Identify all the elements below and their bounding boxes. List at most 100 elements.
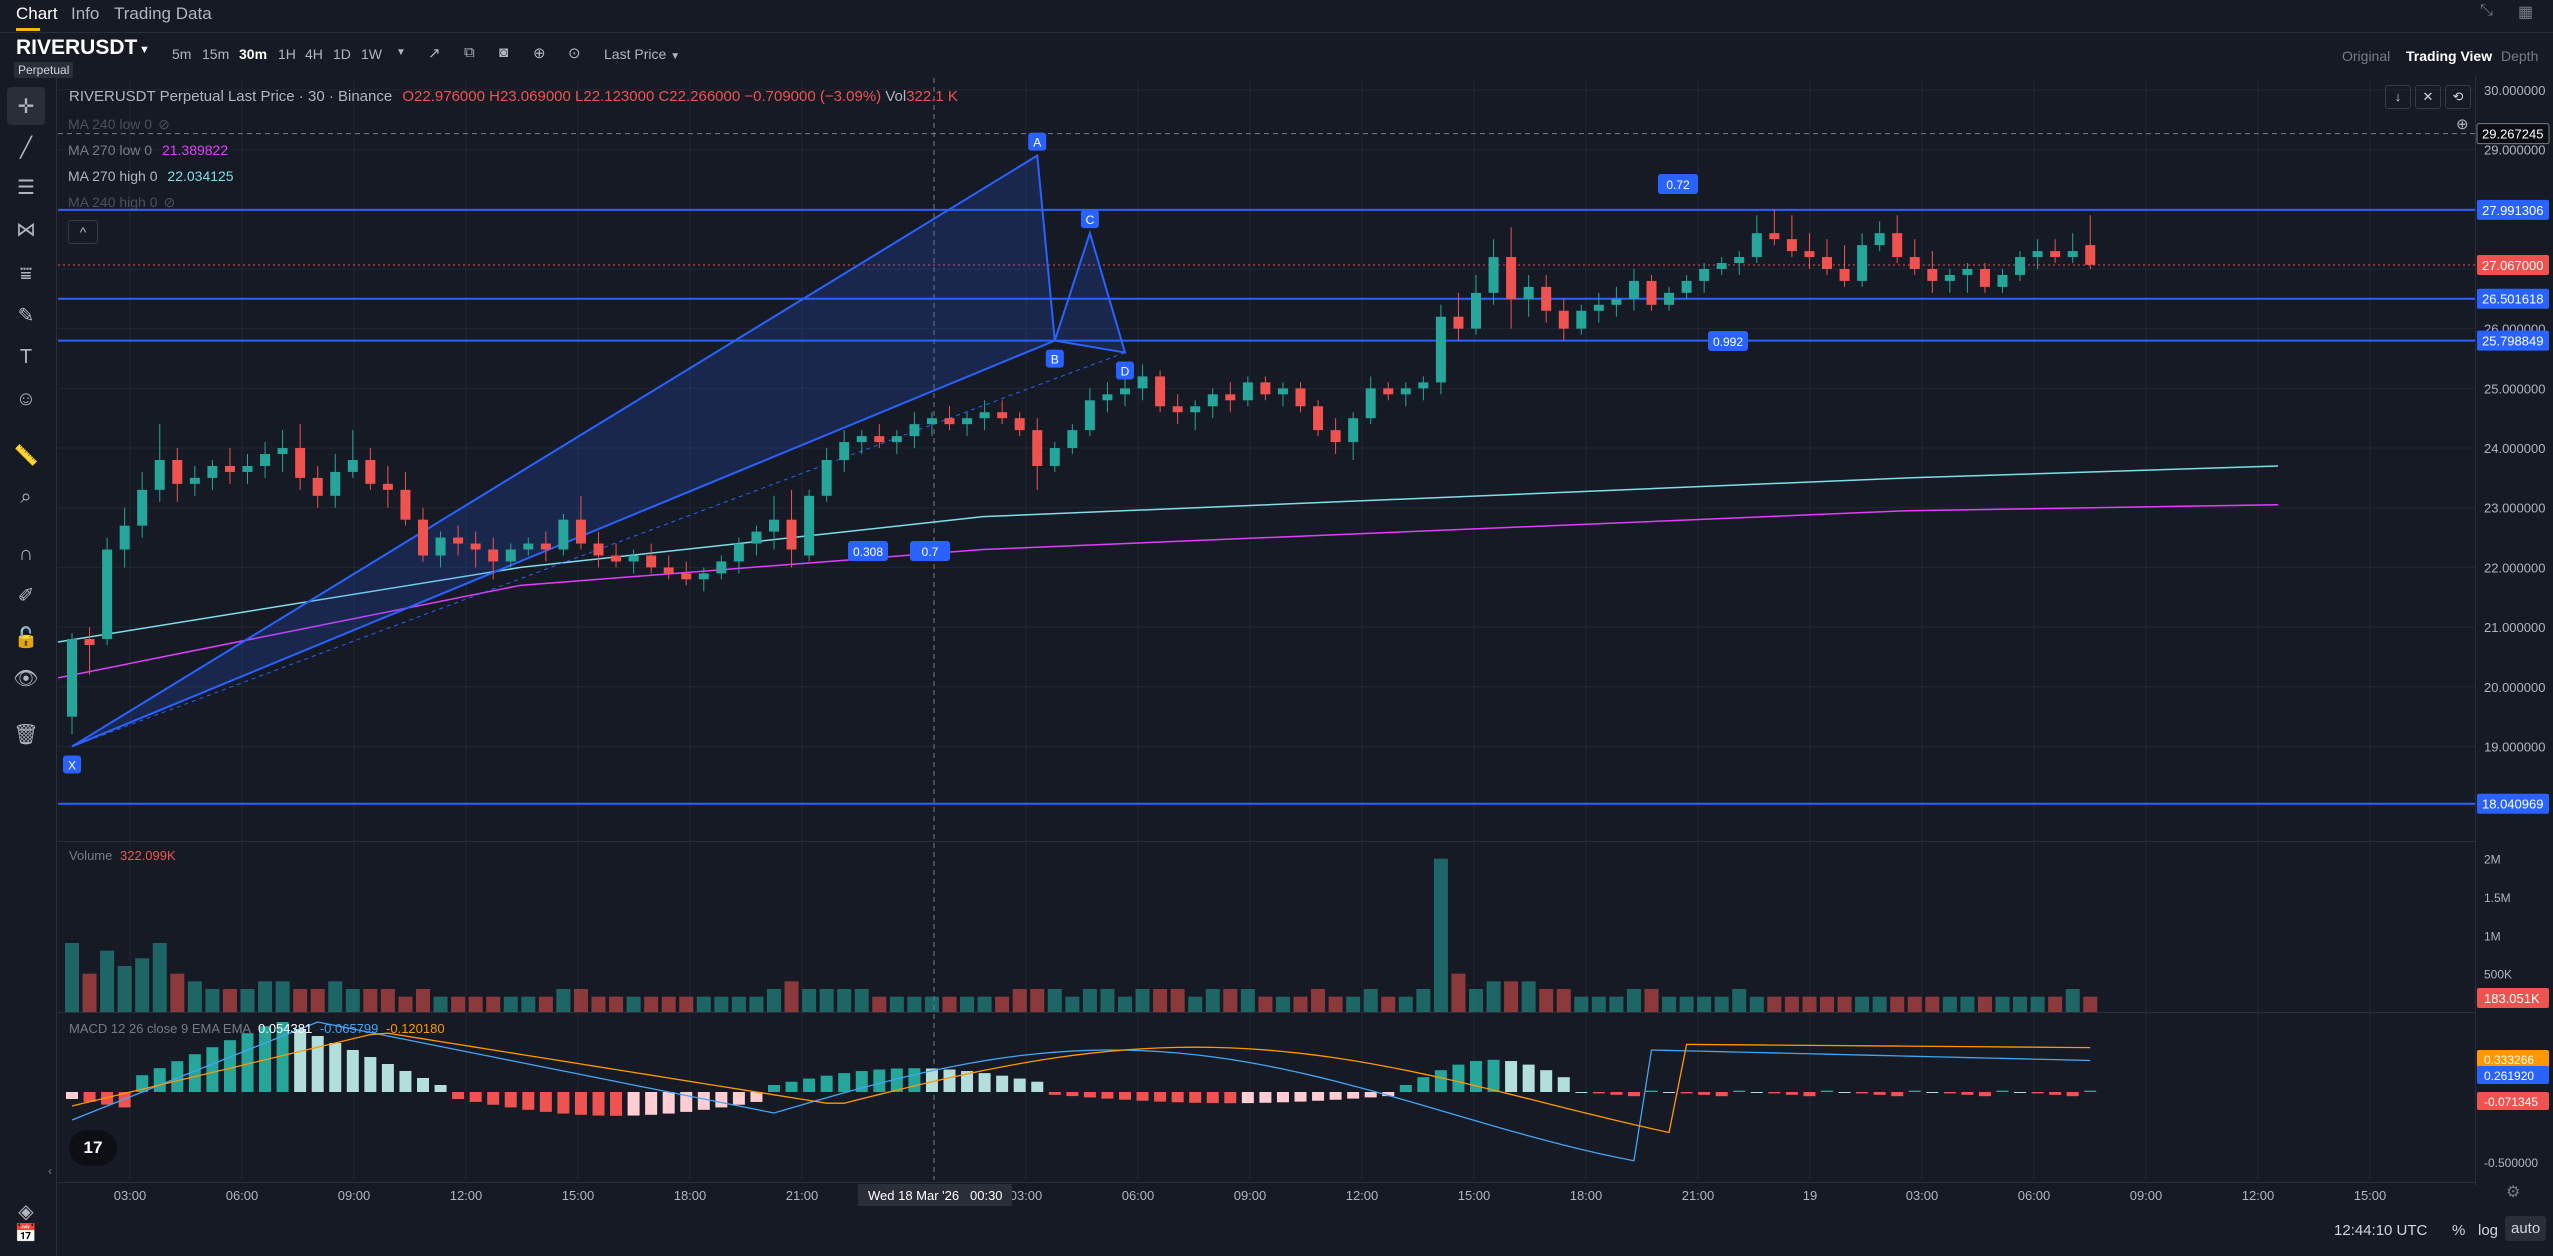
macd-histogram-bar bbox=[785, 1081, 798, 1092]
candle-body bbox=[1839, 268, 1850, 281]
candle-body bbox=[1102, 394, 1113, 401]
volume-bar bbox=[1626, 989, 1641, 1012]
time-tick-label: 09:00 bbox=[2130, 1188, 2163, 1203]
macd-histogram-bar bbox=[1259, 1092, 1272, 1103]
fib-tool-icon[interactable]: ⩸ bbox=[19, 262, 33, 285]
macd-histogram-bar bbox=[1206, 1092, 1219, 1104]
ruler-tool-icon[interactable]: 📏 bbox=[13, 444, 39, 467]
view-trading-view[interactable]: Trading View bbox=[2406, 48, 2493, 64]
tf-5m[interactable]: 5m bbox=[172, 46, 192, 62]
pattern-tool-icon[interactable]: ⋈ bbox=[16, 218, 36, 241]
candle-body bbox=[1418, 382, 1429, 389]
view-original[interactable]: Original bbox=[2342, 48, 2391, 64]
auto-scale-toggle[interactable]: auto bbox=[2505, 1216, 2547, 1241]
candle-body bbox=[804, 495, 815, 556]
add-icon[interactable]: ⊕ bbox=[533, 45, 546, 62]
symbol-title[interactable]: RIVERUSDT bbox=[16, 36, 138, 59]
reset-icon[interactable]: ⟲ bbox=[2445, 85, 2471, 109]
volume-bar bbox=[854, 989, 869, 1012]
volume-bar bbox=[1100, 989, 1115, 1012]
volume-bar bbox=[1328, 996, 1343, 1012]
brush-tool-icon[interactable]: ✎ bbox=[17, 304, 35, 327]
candle-body bbox=[1471, 292, 1481, 329]
percent-toggle[interactable]: % bbox=[2452, 1222, 2466, 1239]
calendar-icon[interactable]: 📅 bbox=[14, 1222, 38, 1243]
volume-bar bbox=[556, 989, 571, 1012]
price-source-select[interactable]: Last Price ▼ bbox=[604, 46, 680, 62]
collapse-icon[interactable]: ⤡ bbox=[2480, 2, 2493, 19]
symbol-dropdown-icon[interactable]: ▼ bbox=[139, 44, 150, 56]
fullscreen-icon[interactable]: ✕ bbox=[2415, 85, 2441, 109]
log-toggle[interactable]: log bbox=[2478, 1222, 2499, 1239]
price-tag-label: 27.067000 bbox=[2482, 258, 2543, 273]
ma270-high-legend[interactable]: MA 270 high 0 22.034125 bbox=[68, 168, 234, 184]
volume-bar bbox=[960, 996, 975, 1012]
volume-bar bbox=[924, 996, 939, 1012]
macd-line bbox=[71, 1021, 2091, 1162]
view-depth[interactable]: Depth bbox=[2501, 48, 2539, 64]
candle-body bbox=[1155, 376, 1166, 407]
volume-bar bbox=[1416, 989, 1431, 1012]
tradingview-logo[interactable]: 17 bbox=[69, 1130, 117, 1166]
emoji-tool-icon[interactable]: ☺ bbox=[15, 387, 37, 410]
camera-icon[interactable]: ◙ bbox=[499, 44, 509, 61]
ma270-low-legend[interactable]: MA 270 low 0 21.389822 bbox=[68, 142, 228, 158]
candle-body bbox=[575, 519, 586, 544]
harmonic-ratio-label: 0.72 bbox=[1666, 178, 1690, 192]
magnet-tool-icon[interactable]: ∩ bbox=[18, 542, 34, 565]
tf-1d[interactable]: 1D bbox=[333, 46, 351, 62]
macd-legend: MACD 12 26 close 9 EMA EMA 0.054381 -0.0… bbox=[69, 1021, 445, 1036]
candle-body bbox=[558, 519, 569, 550]
zoom-tool-icon[interactable]: ⌕ bbox=[20, 485, 32, 508]
tf-1h[interactable]: 1H bbox=[278, 46, 296, 62]
tf-15m[interactable]: 15m bbox=[202, 46, 230, 62]
eye-off-icon[interactable]: ⊘ bbox=[158, 116, 170, 132]
candle-body bbox=[488, 549, 499, 562]
crosshair-time-label: Wed 18 Mar '26 bbox=[868, 1188, 959, 1203]
time-tick-label: 06:00 bbox=[226, 1188, 259, 1203]
add-alert-icon[interactable]: ⊕ bbox=[2456, 116, 2469, 133]
tf-1w[interactable]: 1W bbox=[361, 46, 382, 62]
layers-icon[interactable]: ◈ bbox=[18, 1200, 34, 1223]
candle-body bbox=[1049, 448, 1060, 466]
ma240-low-legend[interactable]: MA 240 low 0 ⊘ bbox=[68, 116, 170, 133]
macd-histogram-bar bbox=[2049, 1092, 2062, 1095]
volume-bar bbox=[1890, 996, 1905, 1012]
crosshair-tool-icon[interactable]: ✛ bbox=[7, 87, 45, 125]
draw-mode-icon[interactable]: ✐ bbox=[17, 584, 35, 607]
ma240-high-legend[interactable]: MA 240 high 0 ⊘ bbox=[68, 194, 175, 211]
trash-icon[interactable]: 🗑 bbox=[13, 723, 39, 746]
tab-chart[interactable]: Chart bbox=[16, 4, 58, 23]
timeframe-more-icon[interactable]: ▼ bbox=[396, 47, 406, 58]
tf-30m[interactable]: 30m bbox=[239, 46, 268, 62]
volume-bar bbox=[1205, 989, 1220, 1012]
grid-layout-icon[interactable]: ▦ bbox=[2518, 4, 2534, 21]
compare-icon[interactable]: ⧉ bbox=[464, 44, 475, 61]
candle-body bbox=[400, 489, 411, 520]
tf-4h[interactable]: 4H bbox=[305, 46, 323, 62]
price-tag-label: 27.991306 bbox=[2482, 203, 2543, 218]
settings-icon[interactable]: ⊙ bbox=[568, 45, 581, 62]
eye-icon[interactable]: 👁 bbox=[13, 667, 39, 690]
tab-trading-data[interactable]: Trading Data bbox=[114, 4, 212, 23]
utc-clock[interactable]: 12:44:10 UTC bbox=[2334, 1222, 2428, 1239]
macd-histogram-bar bbox=[1943, 1092, 1956, 1094]
collapse-legend-button[interactable]: ^ bbox=[68, 220, 98, 244]
tab-info[interactable]: Info bbox=[71, 4, 100, 23]
macd-histogram-bar bbox=[1241, 1092, 1254, 1104]
chart-settings-icon[interactable]: ⚙ bbox=[2506, 1184, 2521, 1201]
chevron-left-icon[interactable]: ‹ bbox=[48, 1164, 52, 1178]
macd-histogram-bar bbox=[732, 1092, 745, 1105]
horizontal-lines-tool-icon[interactable]: ☰ bbox=[17, 176, 35, 199]
text-tool-icon[interactable]: T bbox=[19, 345, 33, 368]
eye-off-icon[interactable]: ⊘ bbox=[163, 194, 176, 210]
candle-body bbox=[926, 418, 937, 425]
download-icon[interactable]: ↓ bbox=[2385, 85, 2411, 109]
candle-body bbox=[1365, 388, 1376, 419]
indicators-icon[interactable]: ↗ bbox=[428, 45, 441, 62]
macd-histogram-bar bbox=[820, 1075, 833, 1092]
legend-vol-label: Vol bbox=[885, 88, 907, 105]
trend-line-tool-icon[interactable]: ╱ bbox=[19, 136, 33, 159]
lock-icon[interactable]: 🔓 bbox=[13, 626, 39, 649]
ma-label: MA 270 low 0 bbox=[68, 142, 153, 158]
